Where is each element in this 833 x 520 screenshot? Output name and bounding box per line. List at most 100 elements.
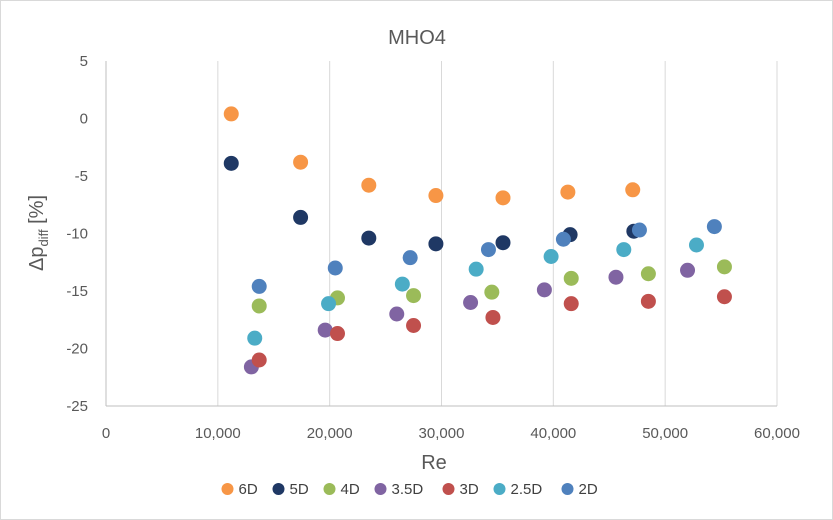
y-tick-label: -25: [66, 398, 88, 415]
y-axis-title-sub: diff: [36, 229, 51, 246]
data-point: [631, 222, 647, 238]
legend-item: 2.5D: [493, 481, 543, 498]
data-point: [536, 282, 552, 298]
data-point: [560, 184, 576, 200]
data-point: [394, 276, 410, 292]
y-tick-label: -5: [75, 168, 88, 185]
y-tick-label: -10: [66, 226, 88, 243]
data-point: [680, 262, 696, 278]
x-tick-label: 30,000: [419, 425, 465, 442]
chart-title: MHO4: [388, 27, 446, 49]
data-point: [251, 352, 267, 368]
data-point: [563, 296, 579, 312]
data-point: [688, 237, 704, 253]
data-point: [640, 293, 656, 309]
legend-item: 2D: [561, 481, 598, 498]
legend: 6D 5D 4D 3.5D 3D 2.5D 2D: [221, 481, 598, 498]
series-2D: [251, 219, 722, 294]
x-axis-title: Re: [421, 452, 447, 474]
legend-marker: [221, 483, 234, 495]
legend-marker: [374, 483, 387, 495]
axes: [105, 61, 777, 407]
data-point: [625, 182, 641, 198]
data-point: [495, 235, 511, 251]
data-point: [406, 318, 422, 333]
x-tick-label: 40,000: [530, 425, 576, 442]
data-point: [329, 326, 345, 342]
data-point: [406, 288, 422, 304]
data-point: [484, 284, 500, 300]
legend-marker: [561, 483, 574, 495]
y-tick-label: -20: [66, 341, 88, 358]
data-point: [251, 278, 267, 294]
data-points: [223, 106, 732, 375]
gridlines: [217, 61, 778, 406]
data-point: [463, 295, 479, 310]
data-point: [608, 269, 624, 285]
data-point: [293, 154, 309, 170]
x-tick-label: 50,000: [642, 425, 688, 442]
data-point: [640, 266, 656, 282]
legend-item: 4D: [323, 481, 360, 498]
data-point: [555, 231, 571, 247]
data-point: [563, 270, 579, 286]
legend-label: 4D: [341, 481, 360, 498]
data-point: [361, 230, 377, 246]
legend-label: 3.5D: [392, 481, 424, 498]
data-point: [251, 298, 267, 314]
data-point: [389, 306, 405, 322]
data-point: [321, 296, 337, 312]
series-4D: [251, 259, 732, 314]
legend-marker: [493, 483, 506, 495]
x-tick-label: 10,000: [195, 425, 241, 442]
y-tick-label: 0: [80, 111, 88, 128]
legend-item: 3D: [442, 481, 479, 498]
data-point: [495, 190, 511, 206]
data-point: [223, 155, 239, 171]
y-axis-title-text: Δpdiff [%]: [26, 195, 51, 271]
y-axis-title-unit: [%]: [26, 195, 48, 224]
x-tick-label: 0: [102, 425, 110, 442]
data-point: [402, 250, 418, 266]
legend-item: 6D: [221, 481, 258, 498]
data-point: [428, 236, 444, 252]
x-tick-label: 60,000: [754, 425, 800, 442]
data-point: [716, 259, 732, 275]
data-point: [468, 261, 484, 277]
data-point: [716, 289, 732, 305]
data-point: [361, 177, 377, 193]
y-tick-label: 5: [80, 53, 88, 70]
data-point: [317, 322, 333, 338]
data-point: [327, 260, 343, 276]
legend-label: 6D: [239, 481, 258, 498]
series-3D: [251, 289, 732, 368]
data-point: [480, 242, 496, 258]
data-point: [247, 330, 263, 346]
series-2-5D: [247, 237, 704, 346]
legend-marker: [272, 483, 285, 495]
legend-label: 3D: [460, 481, 479, 498]
legend-label: 5D: [290, 481, 309, 498]
legend-label: 2.5D: [511, 481, 543, 498]
legend-item: 3.5D: [374, 481, 424, 498]
legend-marker: [442, 483, 455, 495]
y-tick-label: -15: [66, 283, 88, 300]
y-axis-title: Δpdiff [%]: [26, 195, 51, 271]
tick-labels: 0 10,000 20,000 30,000 40,000 50,000 60,00050-…: [66, 53, 800, 442]
x-tick-label: 20,000: [307, 425, 353, 442]
data-point: [485, 309, 501, 325]
y-axis-title-main: Δp: [26, 247, 48, 271]
series-3-5D: [243, 262, 696, 375]
series-6D: [223, 106, 641, 206]
data-point: [706, 219, 722, 235]
data-point: [428, 188, 444, 204]
legend-marker: [323, 483, 336, 495]
data-point: [543, 249, 559, 264]
data-point: [616, 242, 632, 258]
data-point: [293, 209, 309, 225]
legend-label: 2D: [579, 481, 598, 498]
data-point: [223, 106, 239, 122]
legend-item: 5D: [272, 481, 309, 498]
